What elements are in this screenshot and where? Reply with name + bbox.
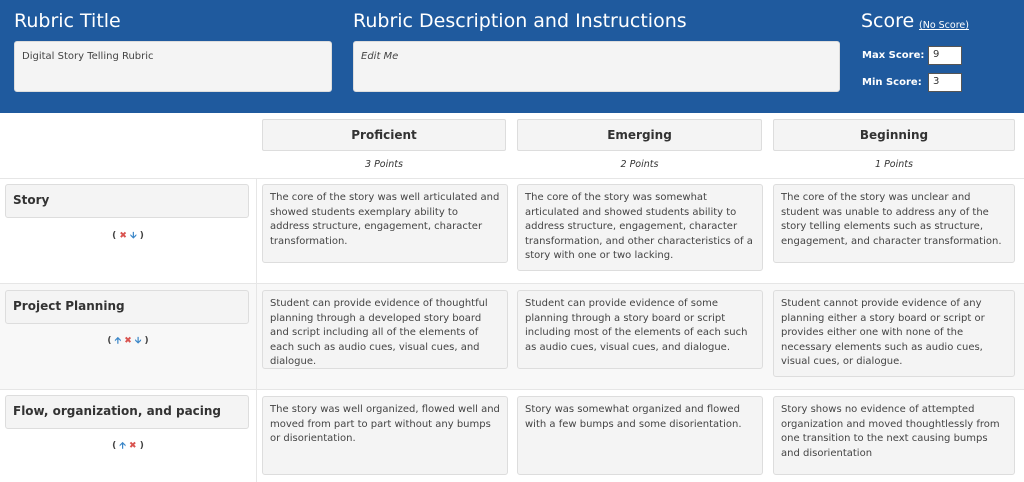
min-score-input[interactable]: 3 [928, 73, 962, 92]
level-header-emerging[interactable]: Emerging [517, 119, 762, 151]
rubric-cell[interactable]: Student cannot provide evidence of any p… [773, 290, 1015, 377]
rubric-cell[interactable]: Student can provide evidence of thoughtf… [262, 290, 508, 369]
rubric-cell[interactable]: Story shows no evidence of attempted org… [773, 396, 1015, 475]
criterion-name[interactable]: Flow, organization, and pacing [5, 395, 249, 429]
rubric-description-input[interactable]: Edit Me [353, 41, 840, 92]
level-points: 2 Points [620, 159, 659, 170]
rubric-cell[interactable]: The story was well organized, flowed wel… [262, 396, 508, 475]
criterion-controls: ( 🡩 ✖ 🡫 ) [107, 336, 149, 346]
arrow-up-icon[interactable]: 🡩 [114, 336, 122, 346]
criterion-name[interactable]: Project Planning [5, 290, 249, 324]
criterion-controls: ( 🡩 ✖ ) [112, 441, 144, 451]
min-score-label: Min Score: [862, 77, 922, 88]
rubric-cell[interactable]: Story was somewhat organized and flowed … [517, 396, 763, 475]
score-label: Score [861, 10, 915, 32]
level-header-proficient[interactable]: Proficient [262, 119, 506, 151]
criterion-controls: ( ✖ 🡫 ) [112, 231, 144, 241]
delete-icon[interactable]: ✖ [124, 336, 132, 346]
rubric-description-label: Rubric Description and Instructions [353, 10, 687, 32]
max-score-input[interactable]: 9 [928, 46, 962, 65]
criterion-name[interactable]: Story [5, 184, 249, 218]
rubric-cell[interactable]: Student can provide evidence of some pla… [517, 290, 763, 369]
rubric-title-label: Rubric Title [14, 10, 121, 32]
level-points: 1 Points [875, 159, 913, 170]
rubric-cell[interactable]: The core of the story was well articulat… [262, 184, 508, 263]
delete-icon[interactable]: ✖ [119, 231, 127, 241]
delete-icon[interactable]: ✖ [129, 441, 137, 451]
rubric-cell[interactable]: The core of the story was unclear and st… [773, 184, 1015, 263]
max-score-label: Max Score: [862, 50, 925, 61]
column-divider [256, 179, 257, 482]
no-score-link[interactable]: (No Score) [919, 20, 969, 31]
level-points: 3 Points [365, 159, 403, 170]
rubric-title-input[interactable]: Digital Story Telling Rubric [14, 41, 332, 92]
arrow-up-icon[interactable]: 🡩 [119, 441, 126, 451]
arrow-down-icon[interactable]: 🡫 [130, 231, 137, 241]
level-header-beginning[interactable]: Beginning [773, 119, 1015, 151]
rubric-cell[interactable]: The core of the story was somewhat artic… [517, 184, 763, 271]
rubric-header: Rubric Title Digital Story Telling Rubri… [0, 0, 1024, 113]
arrow-down-icon[interactable]: 🡫 [134, 336, 142, 346]
